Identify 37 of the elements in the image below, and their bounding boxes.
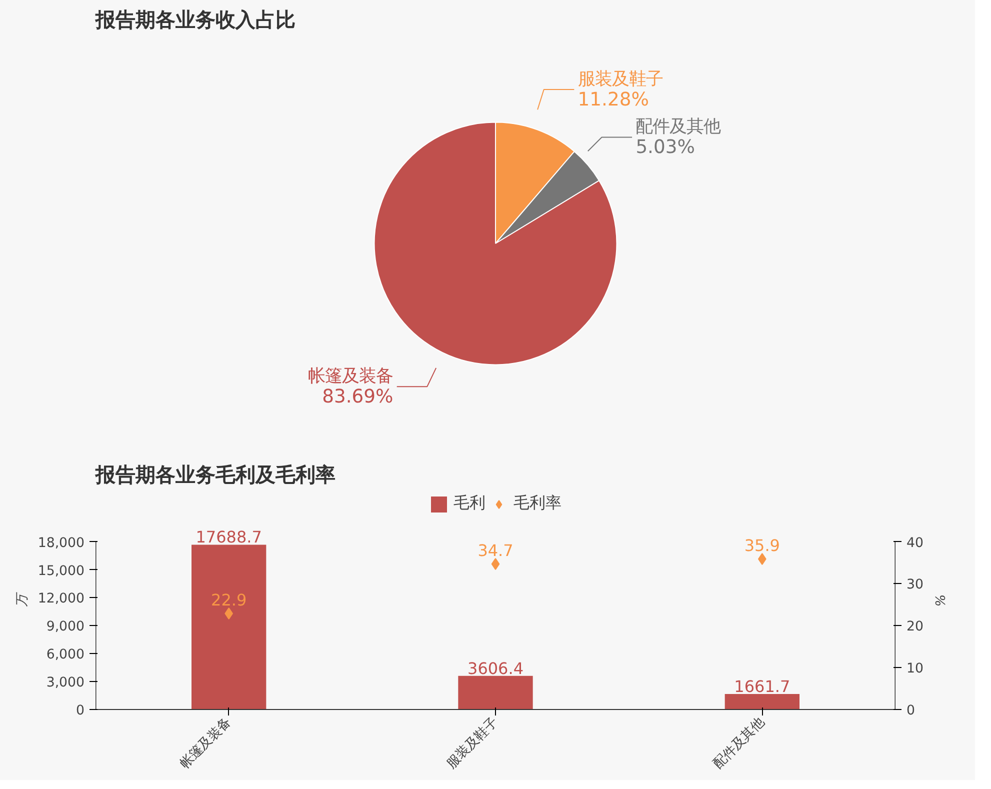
bar [724, 694, 800, 710]
legend-label: 毛利率 [514, 493, 562, 514]
point [491, 558, 500, 570]
chart-title: 报告期各业务毛利及毛利率 [94, 462, 336, 486]
y2-tick-label: 10 [906, 662, 924, 677]
data-label: 5.03% [636, 137, 695, 158]
y-tick-label: 15,000 [38, 564, 85, 579]
y-tick-label: 9,000 [46, 620, 84, 635]
y-tick-label: 0 [76, 704, 85, 718]
y2-axis-title: % [931, 594, 946, 607]
data-label: 22.9 [211, 590, 247, 610]
data-label: 83.69% [322, 386, 394, 408]
y2-tick-label: 30 [906, 578, 924, 593]
y-axis-title: 万 [14, 592, 30, 607]
bar [458, 676, 533, 710]
slice-label: 配件及其他 [636, 117, 721, 138]
data-label: 1661.7 [734, 677, 790, 696]
y-tick-label: 3,000 [46, 676, 84, 691]
x-tick-label: 服装及鞋子 [444, 715, 501, 772]
y2-tick-label: 40 [906, 536, 924, 551]
data-label: 11.28% [578, 90, 649, 111]
x-tick-label: 帐篷及装备 [178, 715, 234, 772]
slice-label: 服装及鞋子 [578, 70, 663, 90]
y-tick-label: 18,000 [38, 536, 85, 551]
y-tick-label: 6,000 [46, 648, 84, 663]
legend-label: 毛利 [454, 493, 486, 514]
x-tick-label: 配件及其他 [710, 715, 768, 772]
data-label: 3606.4 [468, 658, 524, 678]
y2-tick-label: 20 [906, 620, 924, 635]
bar [192, 544, 266, 710]
data-label: 35.9 [744, 536, 780, 555]
slice-label: 帐篷及装备 [308, 366, 394, 387]
y-tick-label: 12,000 [38, 592, 85, 607]
y2-tick-label: 0 [906, 704, 915, 718]
data-label: 17688.7 [196, 528, 262, 547]
data-label: 34.7 [478, 541, 514, 560]
chart-title: 报告期各业务收入占比 [94, 8, 296, 32]
